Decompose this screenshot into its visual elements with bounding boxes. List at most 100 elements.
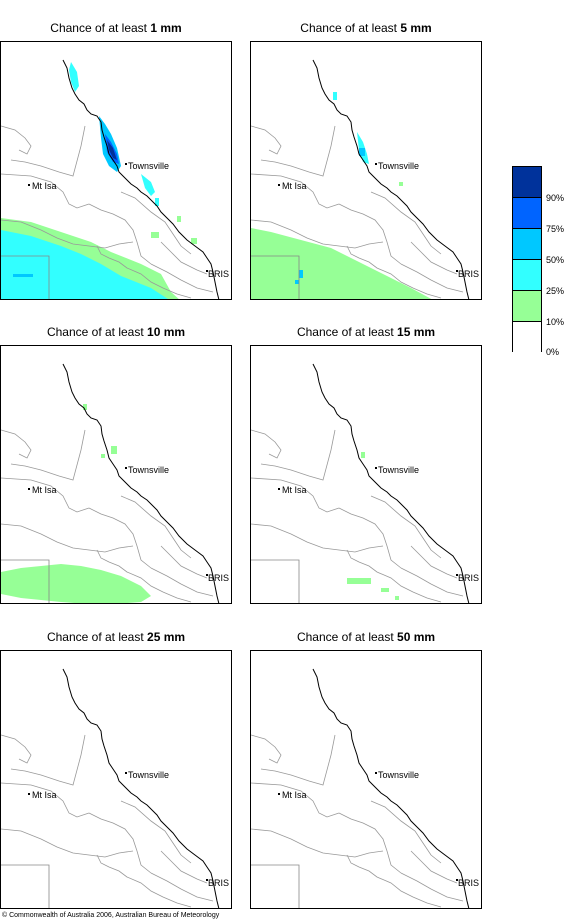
place-label-bris: BRIS (208, 878, 229, 888)
rainfall-probability-area (347, 578, 371, 584)
state-border (1, 864, 50, 908)
district-border (120, 495, 192, 559)
map-panel-50mm: Townsville Mt Isa BRIS (250, 650, 482, 909)
state-border (1, 255, 50, 299)
gulf-coastline (1, 429, 32, 459)
place-label-mt-isa: Mt Isa (282, 790, 307, 800)
town-marker (456, 574, 458, 576)
district-border (88, 203, 152, 265)
rainfall-probability-area (111, 446, 117, 454)
place-label-mt-isa: Mt Isa (282, 485, 307, 495)
coastline (312, 59, 470, 299)
district-border (150, 263, 214, 293)
gulf-coastline (1, 734, 32, 764)
town-marker (28, 488, 30, 490)
rainfall-probability-area (381, 588, 389, 592)
district-border (10, 429, 86, 481)
district-border (120, 800, 192, 864)
district-border (150, 872, 214, 902)
district-border (1, 523, 134, 553)
map-panel-25mm: Townsville Mt Isa BRIS (0, 650, 232, 909)
district-border (260, 429, 336, 481)
legend-label: 0% (546, 347, 560, 357)
district-border (260, 734, 336, 786)
district-border (338, 203, 402, 265)
legend-label: 25% (546, 286, 565, 296)
place-label-bris: BRIS (208, 573, 229, 583)
district-border (400, 263, 464, 293)
gulf-coastline (251, 734, 282, 764)
town-marker (125, 467, 127, 469)
place-label-mt-isa: Mt Isa (282, 181, 307, 191)
district-border (251, 219, 384, 249)
district-border (251, 523, 384, 553)
district-border (410, 850, 458, 884)
state-border (251, 864, 300, 908)
legend-swatch (513, 198, 541, 229)
map-panel-15mm: Townsville Mt Isa BRIS (250, 345, 482, 604)
place-label-bris: BRIS (208, 269, 229, 279)
panel-title-10mm: Chance of at least 10 mm (46, 325, 186, 339)
district-border (251, 173, 340, 209)
panel-title-15mm: Chance of at least 15 mm (296, 325, 436, 339)
rainfall-probability-area (399, 182, 403, 186)
legend-label: 50% (546, 255, 565, 265)
coastline (62, 59, 220, 299)
map-panel-5mm: Townsville Mt Isa BRIS (250, 41, 482, 300)
legend-label: 10% (546, 317, 565, 327)
place-label-mt-isa: Mt Isa (32, 181, 57, 191)
district-border (400, 567, 464, 597)
panel-title-25mm: Chance of at least 25 mm (46, 630, 186, 644)
coastline (62, 668, 220, 908)
rainfall-probability-area (1, 564, 151, 603)
place-label-mt-isa: Mt Isa (32, 485, 57, 495)
rainfall-probability-area (83, 404, 87, 410)
place-label-bris: BRIS (458, 878, 479, 888)
rainfall-probability-area (295, 280, 299, 284)
town-marker (278, 488, 280, 490)
town-marker (125, 772, 127, 774)
district-border (346, 549, 442, 603)
legend-swatch (513, 229, 541, 260)
district-border (1, 828, 134, 858)
panel-title-5mm: Chance of at least 5 mm (300, 21, 432, 35)
district-border (370, 191, 442, 255)
legend-swatch (513, 260, 541, 291)
rainfall-probability-area (151, 232, 159, 238)
district-border (251, 477, 340, 513)
district-border (120, 191, 192, 255)
town-marker (375, 467, 377, 469)
town-marker (278, 793, 280, 795)
coastline (312, 668, 470, 908)
town-marker (28, 184, 30, 186)
district-border (10, 734, 86, 786)
town-marker (278, 184, 280, 186)
town-marker (375, 163, 377, 165)
district-border (96, 245, 192, 299)
panel-title-1mm: Chance of at least 1 mm (50, 21, 182, 35)
town-marker (206, 879, 208, 881)
rainfall-probability-area (155, 198, 159, 206)
district-border (10, 125, 86, 177)
rainfall-probability-area (107, 140, 117, 160)
legend-colorbar (512, 166, 542, 353)
town-marker (206, 574, 208, 576)
legend-swatch (513, 167, 541, 198)
place-label-townsville: Townsville (378, 770, 419, 780)
district-border (96, 854, 192, 908)
rainfall-probability-area (141, 174, 155, 196)
district-border (251, 828, 384, 858)
panel-title-50mm: Chance of at least 50 mm (296, 630, 436, 644)
legend-swatch (513, 291, 541, 322)
town-marker (125, 163, 127, 165)
district-border (150, 567, 214, 597)
state-border (1, 559, 50, 603)
gulf-coastline (1, 125, 32, 155)
district-border (1, 477, 90, 513)
place-label-townsville: Townsville (378, 465, 419, 475)
town-marker (206, 270, 208, 272)
place-label-townsville: Townsville (128, 161, 169, 171)
town-marker (375, 772, 377, 774)
rainfall-probability-area (177, 216, 181, 222)
map-panel-10mm: Townsville Mt Isa BRIS (0, 345, 232, 604)
